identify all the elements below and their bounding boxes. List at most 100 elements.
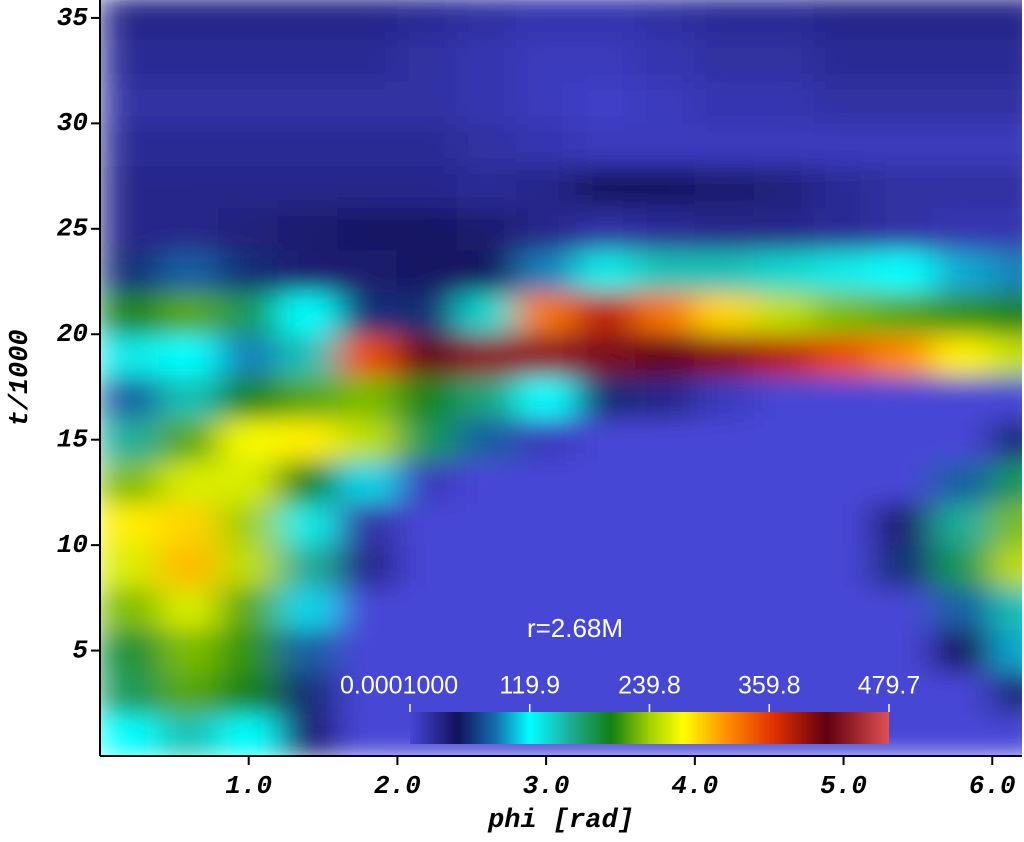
heatmap-cell xyxy=(396,544,458,588)
heatmap-cell xyxy=(515,291,577,335)
heatmap-cell xyxy=(456,207,517,251)
heatmap-cell xyxy=(218,628,279,673)
heatmap-cell xyxy=(753,460,815,504)
x-tick-label: 6.0 xyxy=(969,771,1016,801)
heatmap-cell xyxy=(694,165,755,209)
heatmap-cell xyxy=(575,628,636,673)
heatmap-cell xyxy=(515,333,577,377)
heatmap-cell xyxy=(100,122,160,167)
heatmap-cell xyxy=(456,291,517,335)
heatmap-cell xyxy=(218,713,279,756)
heatmap-cell xyxy=(575,502,636,546)
heatmap-cell xyxy=(991,628,1022,673)
heatmap-cell xyxy=(872,122,934,167)
heatmap-cell xyxy=(694,38,755,82)
heatmap-cell xyxy=(456,122,517,167)
annotation: r=2.68M xyxy=(527,613,623,643)
heatmap-cell xyxy=(337,544,398,588)
colorbar xyxy=(410,712,889,744)
heatmap-cell xyxy=(515,418,577,462)
heatmap-cell xyxy=(634,249,696,293)
heatmap-cell xyxy=(991,418,1022,462)
heatmap-cell xyxy=(218,0,279,40)
heatmap-cell xyxy=(396,671,458,715)
y-tick-label: 35 xyxy=(57,3,89,33)
heatmap-cell xyxy=(575,80,636,124)
heatmap-cell xyxy=(813,586,874,630)
heatmap-cell xyxy=(337,586,398,630)
heatmap-cell xyxy=(813,122,874,167)
heatmap-cell xyxy=(277,713,339,756)
heatmap-cell xyxy=(515,544,577,588)
heatmap-cell xyxy=(634,460,696,504)
heatmap-cell xyxy=(753,671,815,715)
heatmap-cell xyxy=(277,207,339,251)
heatmap-cell xyxy=(456,544,517,588)
heatmap-cell xyxy=(872,418,934,462)
heatmap-cell xyxy=(277,460,339,504)
axes: 1.0 2.0 3.0 4.0 5.0 6.0 5 10 15 20 25 30 35 xyxy=(57,3,1016,801)
heatmap-cell xyxy=(991,291,1022,335)
heatmap-cell xyxy=(932,122,993,167)
heatmap-cell xyxy=(218,38,279,82)
heatmap-cell xyxy=(277,502,339,546)
heatmap-cell xyxy=(872,460,934,504)
heatmap-cell xyxy=(277,0,339,40)
heatmap-cell xyxy=(634,122,696,167)
heatmap-cell xyxy=(100,207,160,251)
heatmap-cell xyxy=(991,544,1022,588)
heatmap-cell xyxy=(396,586,458,630)
x-tick-label: 3.0 xyxy=(523,771,570,801)
heatmap-cell xyxy=(753,0,815,40)
heatmap-cell xyxy=(100,0,160,40)
heatmap-cell xyxy=(158,291,220,335)
heatmap-cell xyxy=(753,586,815,630)
heatmap-cell xyxy=(337,375,398,420)
heatmap-cell xyxy=(872,628,934,673)
heatmap-cell xyxy=(456,80,517,124)
heatmap-cell xyxy=(218,80,279,124)
heatmap-cell xyxy=(694,460,755,504)
heatmap-cell xyxy=(634,165,696,209)
heatmap-cell xyxy=(158,713,220,756)
heatmap-cell xyxy=(694,207,755,251)
heatmap-cell xyxy=(872,249,934,293)
heatmap-cell xyxy=(991,0,1022,40)
heatmap-cell xyxy=(991,249,1022,293)
heatmap-cell xyxy=(277,165,339,209)
heatmap-cell xyxy=(456,375,517,420)
heatmap-cell xyxy=(277,122,339,167)
heatmap-cell xyxy=(277,544,339,588)
heatmap-cell xyxy=(396,249,458,293)
heatmap-cell xyxy=(634,375,696,420)
x-tick-label: 5.0 xyxy=(820,771,867,801)
heatmap-cell xyxy=(932,418,993,462)
heatmap-cell xyxy=(932,586,993,630)
y-axis-label: t/1000 xyxy=(6,329,36,426)
heatmap-cell xyxy=(813,333,874,377)
heatmap-cell xyxy=(694,80,755,124)
heatmap-cell xyxy=(337,122,398,167)
heatmap-cell xyxy=(158,0,220,40)
heatmap-cell xyxy=(218,207,279,251)
heatmap-cell xyxy=(515,38,577,82)
heatmap-cell xyxy=(158,80,220,124)
heatmap-cell xyxy=(100,502,160,546)
heatmap-cell xyxy=(277,375,339,420)
y-tick-label: 15 xyxy=(57,425,89,455)
heatmap-cell xyxy=(753,165,815,209)
heatmap-cell xyxy=(277,291,339,335)
heatmap-cell xyxy=(872,0,934,40)
heatmap-cell xyxy=(515,586,577,630)
heatmap-cell xyxy=(753,628,815,673)
y-tick-label: 20 xyxy=(57,319,88,349)
heatmap-cell xyxy=(100,165,160,209)
heatmap-cell xyxy=(456,333,517,377)
heatmap-cell xyxy=(396,460,458,504)
heatmap-cell xyxy=(575,207,636,251)
heatmap-cell xyxy=(634,38,696,82)
y-tick-label: 5 xyxy=(72,635,88,665)
heatmap-cell xyxy=(456,249,517,293)
heatmap-cell xyxy=(158,544,220,588)
heatmap-cell xyxy=(991,460,1022,504)
